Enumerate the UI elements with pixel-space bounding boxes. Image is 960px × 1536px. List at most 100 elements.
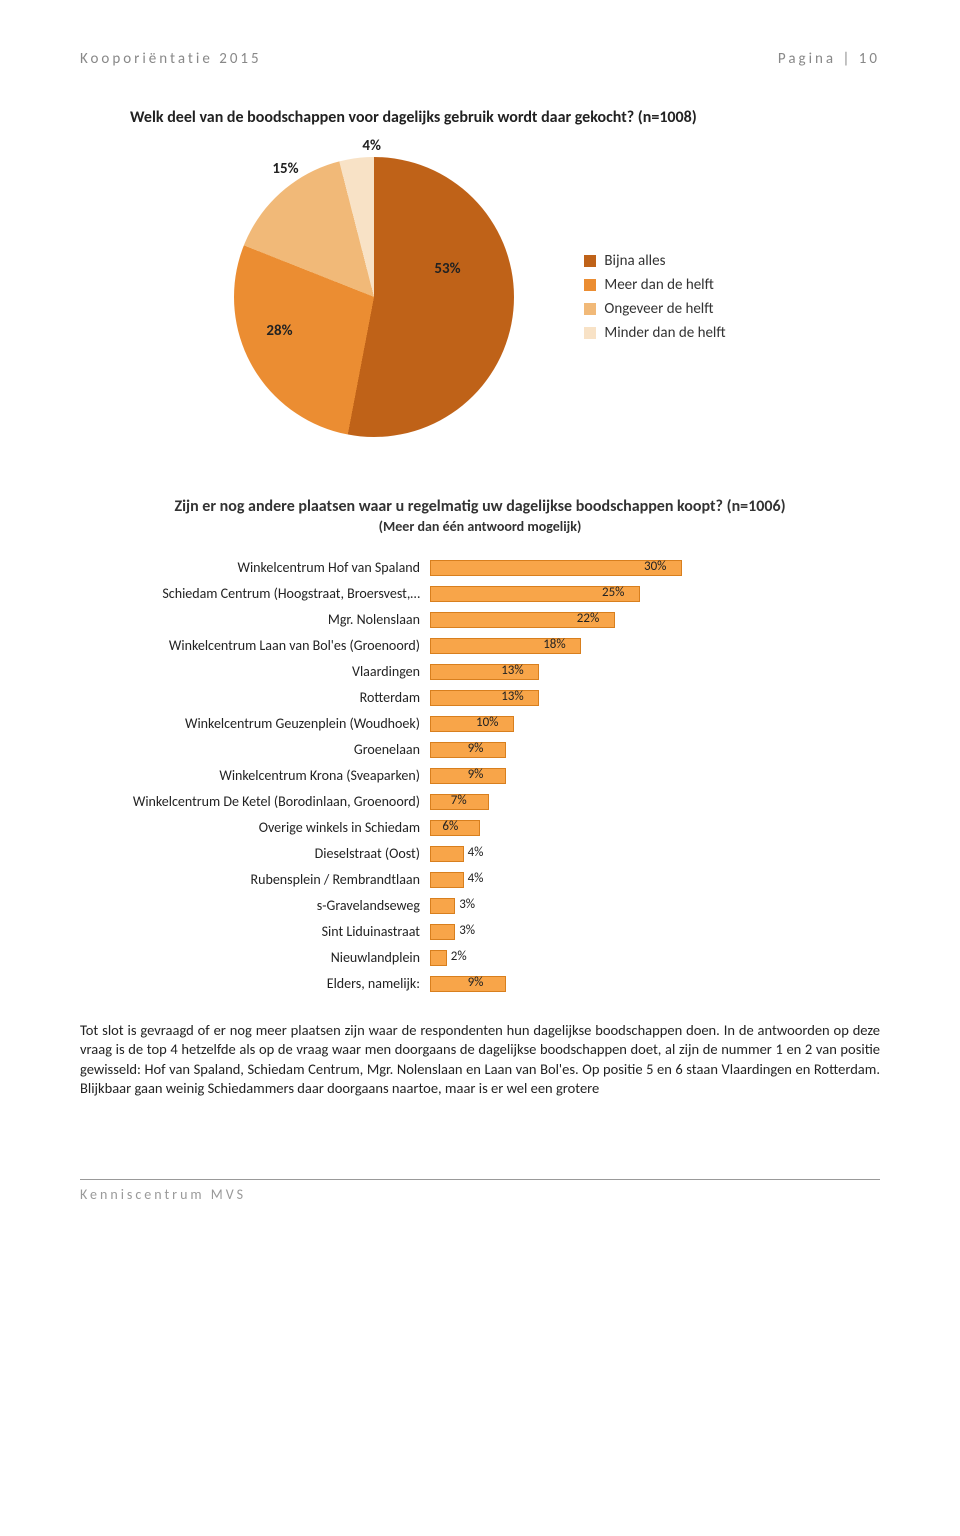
bar-label: Winkelcentrum Laan van Bol'es (Groenoord… [80,637,430,654]
bar-label: Sint Liduinastraat [80,923,430,940]
pie-slice-label: 4% [362,137,381,155]
page-number: Pagina | 10 [778,50,880,68]
bar-label: Rubensplein / Rembrandtlaan [80,871,430,888]
bar-value: 30% [644,559,666,574]
bar-row: Elders, namelijk: 9% [80,973,870,995]
bar-label: Mgr. Nolenslaan [80,611,430,628]
bar-label: Dieselstraat (Oost) [80,845,430,862]
legend-swatch [584,255,596,267]
bar-value: 4% [468,871,484,886]
legend-swatch [584,327,596,339]
bar-value: 2% [451,949,467,964]
bar-track: 4% [430,872,870,888]
bar-label: Schiedam Centrum (Hoogstraat, Broersvest… [80,585,430,602]
bar-label: s-Gravelandseweg [80,897,430,914]
bar-track: 3% [430,924,870,940]
body-paragraph: Tot slot is gevraagd of er nog meer plaa… [80,1021,880,1099]
bar-value: 3% [459,923,475,938]
bar-row: Nieuwlandplein 2% [80,947,870,969]
page-header: Kooporiëntatie 2015 Pagina | 10 [80,50,880,68]
legend-item: Meer dan de helft [584,276,725,294]
bar-value: 9% [468,767,484,782]
bar-row: Groenelaan 9% [80,739,870,761]
bar-value: 3% [459,897,475,912]
bar-track: 10% [430,716,870,732]
legend-swatch [584,303,596,315]
bar-chart: Winkelcentrum Hof van Spaland 30% Schiedam… [80,557,870,995]
bar-label: Groenelaan [80,741,430,758]
bar-value: 22% [577,611,599,626]
bar-label: Winkelcentrum Krona (Sveaparken) [80,767,430,784]
pie-chart: 53%28%15%4% [234,157,514,437]
bar-row: Winkelcentrum Krona (Sveaparken) 9% [80,765,870,787]
bar-label: Winkelcentrum Hof van Spaland [80,559,430,576]
bar-value: 13% [501,663,523,678]
legend-swatch [584,279,596,291]
bar-fill [430,950,447,966]
bar-track: 3% [430,898,870,914]
bar-row: Winkelcentrum De Ketel (Borodinlaan, Gro… [80,791,870,813]
pie-graphic [234,157,514,437]
bar-track: 25% [430,586,870,602]
bar-label: Overige winkels in Schiedam [80,819,430,836]
legend-label: Meer dan de helft [604,276,713,294]
bar-value: 7% [451,793,467,808]
bar-track: 13% [430,664,870,680]
bar-track: 9% [430,976,870,992]
bar-value: 6% [442,819,458,834]
bar-row: Winkelcentrum Hof van Spaland 30% [80,557,870,579]
pie-chart-title: Welk deel van de boodschappen voor dagel… [130,108,880,127]
pie-legend: Bijna alles Meer dan de helft Ongeveer de … [584,246,725,348]
legend-item: Minder dan de helft [584,324,725,342]
bar-fill [430,846,464,862]
bar-row: Mgr. Nolenslaan 22% [80,609,870,631]
bar-fill [430,898,455,914]
bar-row: Schiedam Centrum (Hoogstraat, Broersvest… [80,583,870,605]
pie-slice-label: 15% [272,160,298,178]
pie-slice-label: 28% [266,322,292,340]
bar-track: 6% [430,820,870,836]
bar-value: 10% [476,715,498,730]
bar-fill [430,924,455,940]
bar-row: Winkelcentrum Geuzenplein (Woudhoek) 10% [80,713,870,735]
bar-label: Vlaardingen [80,663,430,680]
bar-value: 9% [468,975,484,990]
bar-value: 18% [543,637,565,652]
bar-track: 2% [430,950,870,966]
bar-chart-title: Zijn er nog andere plaatsen waar u regel… [80,497,880,518]
pie-slice-label: 53% [434,260,460,278]
bar-label: Elders, namelijk: [80,975,430,992]
bar-fill [430,716,514,732]
bar-chart-subtitle: (Meer dan één antwoord mogelijk) [80,518,880,535]
pie-chart-section: 53%28%15%4% Bijna allesMeer dan de helft… [80,157,880,437]
bar-row: Overige winkels in Schiedam 6% [80,817,870,839]
bar-track: 9% [430,768,870,784]
bar-track: 18% [430,638,870,654]
bar-row: Rotterdam 13% [80,687,870,709]
bar-row: Rubensplein / Rembrandtlaan 4% [80,869,870,891]
bar-track: 13% [430,690,870,706]
bar-label: Winkelcentrum De Ketel (Borodinlaan, Gro… [80,793,430,810]
bar-track: 7% [430,794,870,810]
bar-row: Sint Liduinastraat 3% [80,921,870,943]
bar-row: Dieselstraat (Oost) 4% [80,843,870,865]
bar-value: 13% [501,689,523,704]
bar-row: Winkelcentrum Laan van Bol'es (Groenoord… [80,635,870,657]
legend-item: Ongeveer de helft [584,300,725,318]
bar-label: Winkelcentrum Geuzenplein (Woudhoek) [80,715,430,732]
bar-value: 25% [602,585,624,600]
bar-track: 22% [430,612,870,628]
legend-label: Bijna alles [604,252,665,270]
bar-row: Vlaardingen 13% [80,661,870,683]
bar-track: 30% [430,560,870,576]
bar-fill [430,872,464,888]
page-footer: Kenniscentrum MVS [80,1179,880,1203]
bar-track: 4% [430,846,870,862]
bar-value: 4% [468,845,484,860]
bar-label: Rotterdam [80,689,430,706]
legend-label: Ongeveer de helft [604,300,713,318]
header-title: Kooporiëntatie 2015 [80,50,262,68]
bar-value: 9% [468,741,484,756]
bar-row: s-Gravelandseweg 3% [80,895,870,917]
bar-label: Nieuwlandplein [80,949,430,966]
